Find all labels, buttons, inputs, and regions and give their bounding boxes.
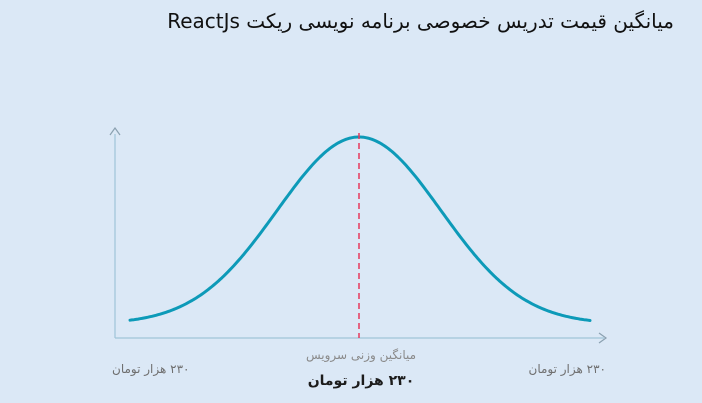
x-axis-arrow [598, 332, 608, 344]
mean-caption: میانگین وزنی سرویس [305, 348, 417, 362]
distribution-curve [128, 135, 592, 322]
x-label-right: ۲۳۰ هزار تومان [528, 362, 607, 376]
x-label-left: ۲۳۰ هزار تومان [112, 362, 190, 376]
mean-value: ۲۳۰ هزار تومان [307, 373, 415, 389]
chart-title: میانگین قیمت تدریس خصوصی برنامه نویسی ری… [167, 9, 674, 33]
y-axis-arrow [109, 126, 121, 136]
